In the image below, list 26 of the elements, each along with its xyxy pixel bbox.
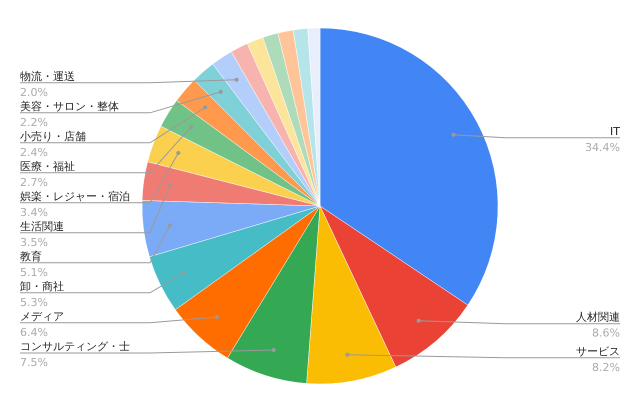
slice-label: 小売り・店舗	[20, 130, 86, 143]
data-label: 3.5%	[20, 236, 48, 249]
data-label: 8.2%	[592, 360, 620, 374]
slice-label: 物流・運送	[20, 70, 75, 83]
slice-label: 娯楽・レジャー・宿泊	[20, 190, 130, 203]
slice-label: 美容・サロン・整体	[20, 100, 119, 113]
slice-label: 卸・商社	[20, 280, 64, 293]
slice-label: 教育	[20, 250, 42, 263]
data-label: 2.4%	[20, 146, 48, 159]
data-label: 5.3%	[20, 296, 48, 309]
data-label: 2.7%	[20, 176, 48, 189]
data-label: 2.2%	[20, 116, 48, 129]
slice-label: IT	[610, 124, 620, 138]
slice-label: メディア	[20, 310, 64, 323]
data-label: 34.4%	[585, 140, 620, 154]
data-label: 2.0%	[20, 86, 48, 99]
data-label: 5.1%	[20, 266, 48, 279]
data-label: 7.5%	[20, 356, 48, 370]
slice-label: 医療・福祉	[20, 160, 75, 173]
slice-label: 人材関連	[576, 310, 620, 324]
slice-label: サービス	[576, 344, 620, 358]
slice-label: 生活関連	[20, 220, 64, 233]
slice-label: コンサルティング・士	[20, 340, 130, 354]
data-label: 8.6%	[592, 326, 620, 340]
data-label: 3.4%	[20, 206, 48, 219]
data-label: 6.4%	[20, 326, 48, 339]
